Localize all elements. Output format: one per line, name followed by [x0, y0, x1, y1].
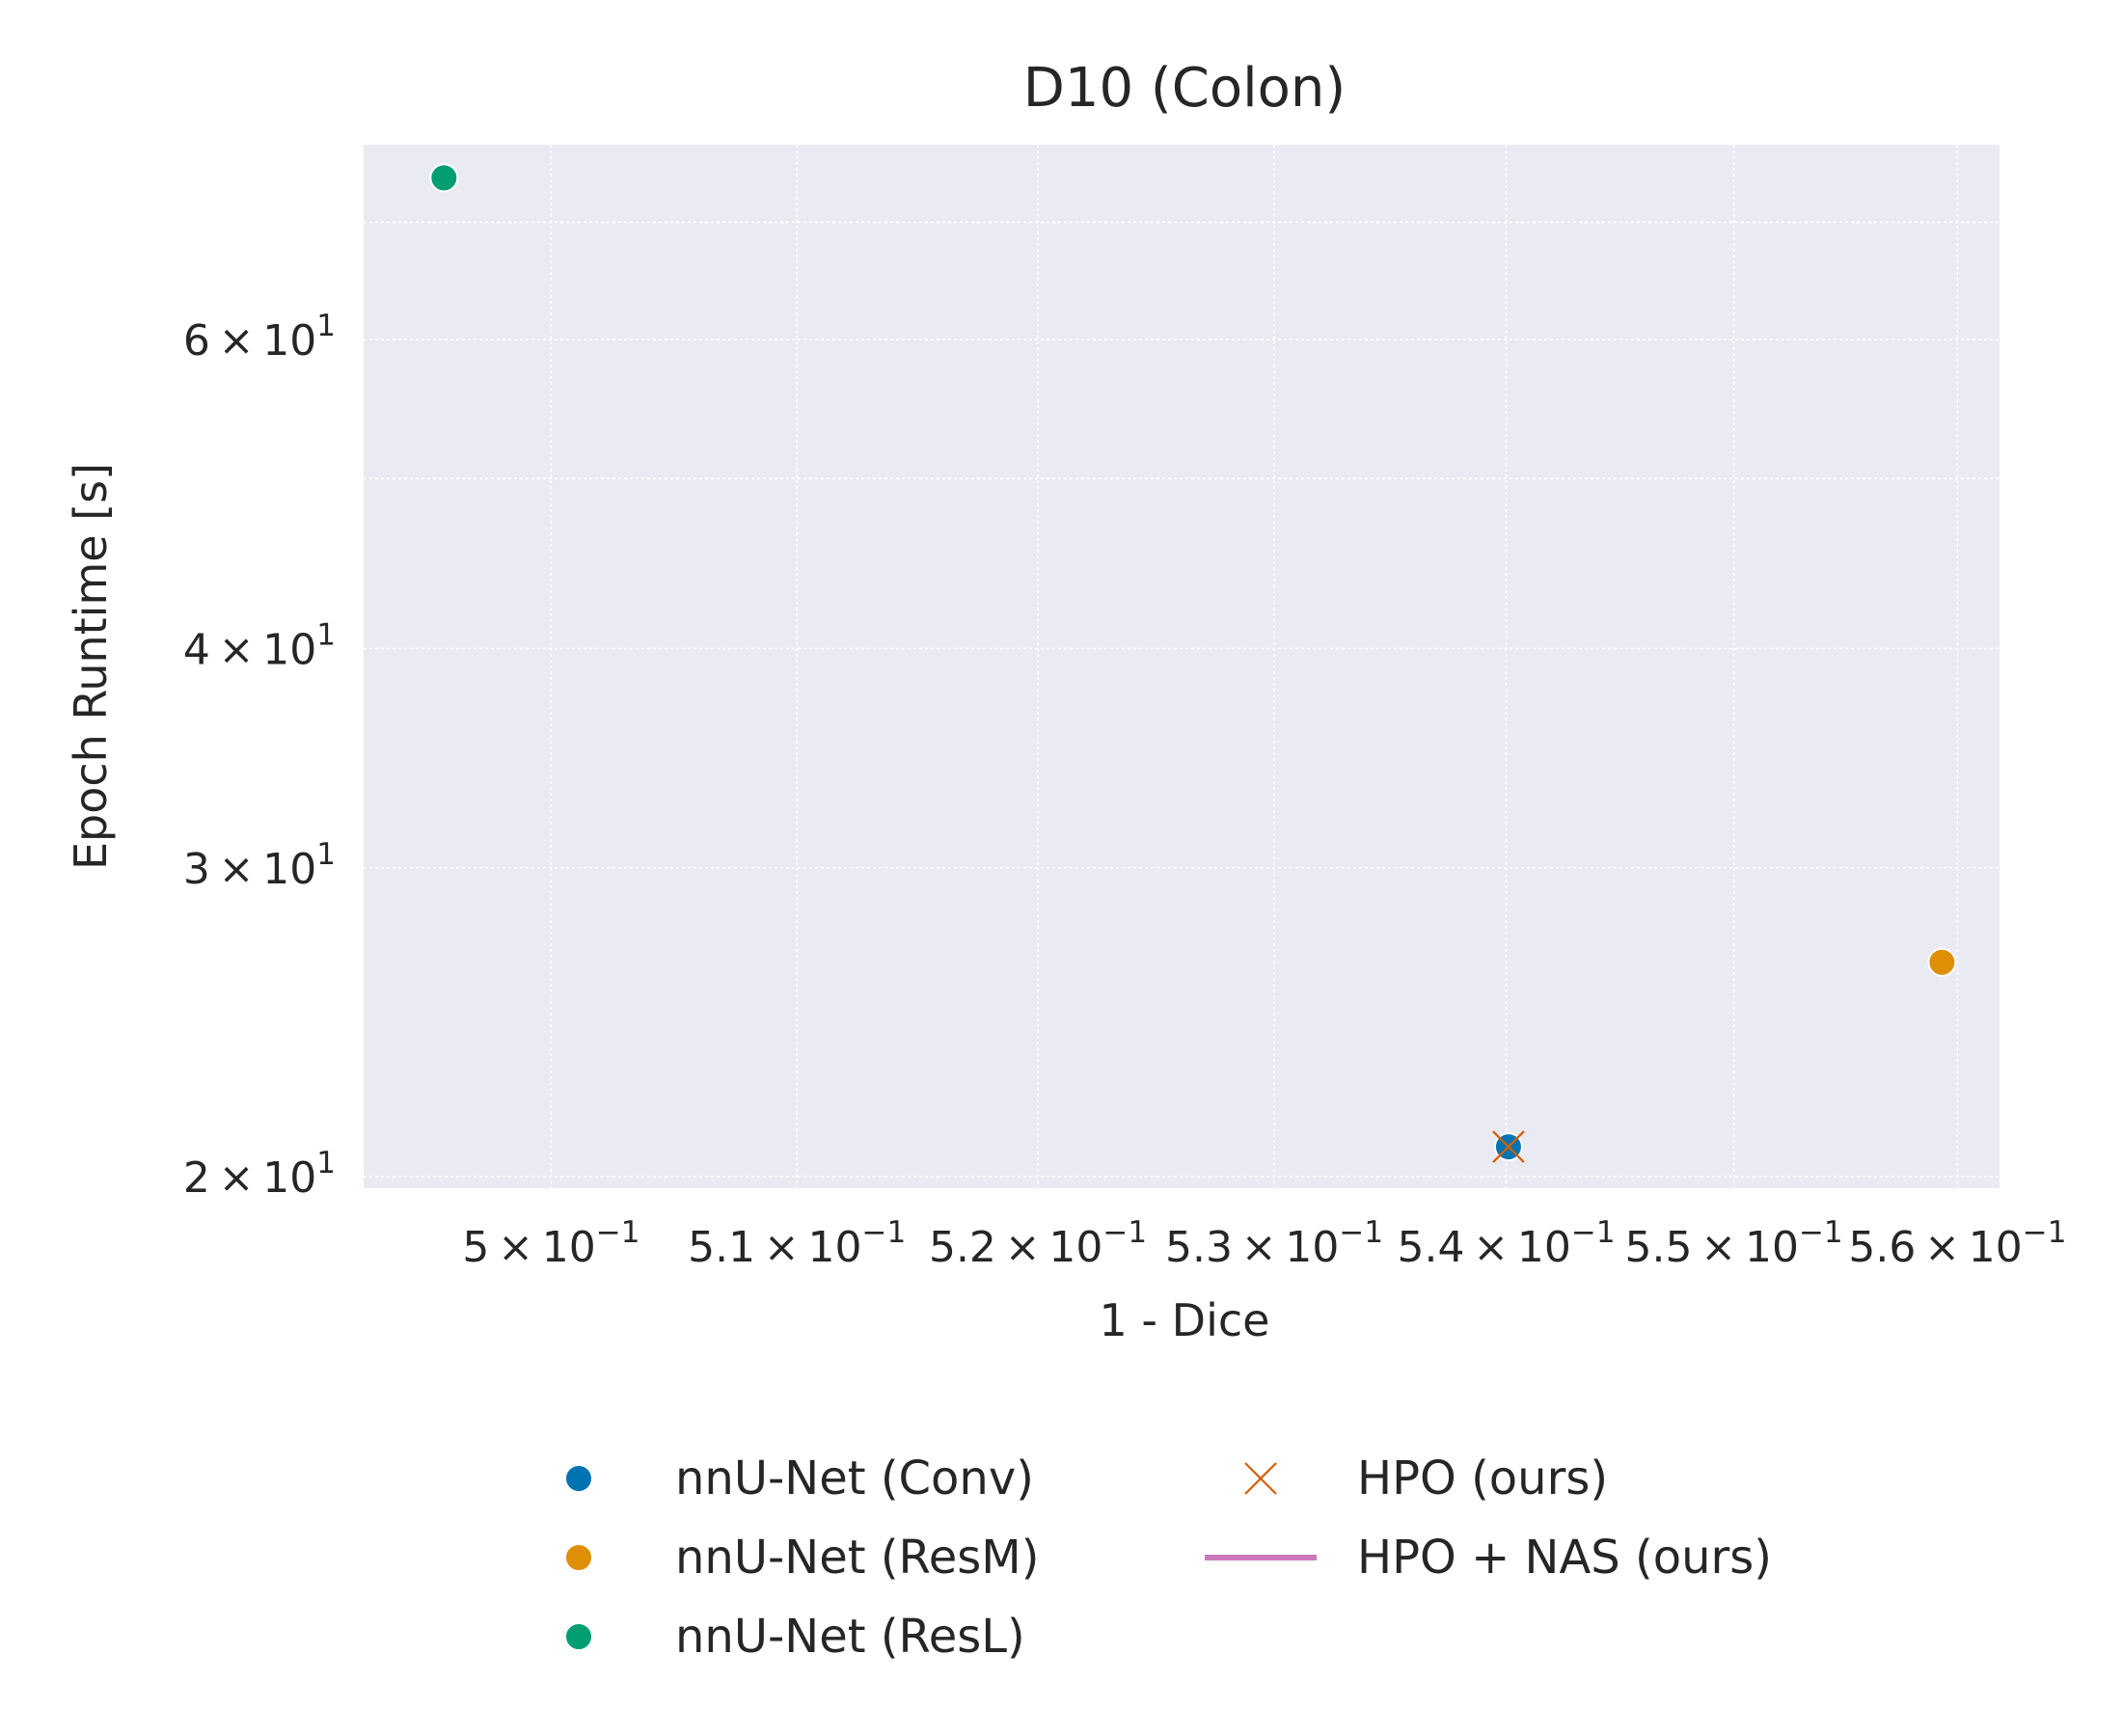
legend-label: nnU-Net (Conv) [675, 1451, 1034, 1505]
chart-title: D10 (Colon) [1023, 57, 1347, 120]
data-point [429, 163, 459, 193]
x-tick-label: 5 × 10−1 [462, 1215, 639, 1272]
legend-item: nnU-Net (ResL) [564, 1610, 1025, 1664]
legend: nnU-Net (Conv) nnU-Net (ResM) nnU-Net (Res… [564, 1451, 1772, 1664]
legend-label: HPO (ours) [1357, 1451, 1608, 1505]
x-tick-label: 5.4 × 10−1 [1397, 1215, 1615, 1272]
y-tick-label: 6 × 101 [183, 309, 336, 366]
legend-marker [564, 1622, 593, 1651]
y-tick-label: 3 × 101 [183, 837, 336, 894]
x-tick-label: 5.6 × 10−1 [1848, 1215, 2066, 1272]
x-axis-label: 1 - Dice [1100, 1294, 1270, 1346]
x-tick-label: 5.1 × 10−1 [688, 1215, 906, 1272]
legend-label: nnU-Net (ResL) [675, 1610, 1025, 1664]
grid [364, 145, 2000, 1188]
legend-item: HPO + NAS (ours) [1205, 1531, 1772, 1585]
x-tick-label: 5.2 × 10−1 [929, 1215, 1147, 1272]
legend-item: HPO (ours) [1244, 1451, 1608, 1505]
data-marks [429, 163, 1957, 1163]
plot-area [364, 145, 2000, 1188]
legend-marker [1244, 1462, 1277, 1495]
legend-label: nnU-Net (ResM) [675, 1531, 1039, 1585]
legend-marker [564, 1464, 593, 1493]
data-point [1492, 1130, 1525, 1163]
y-tick-labels: 2 × 101 3 × 101 4 × 101 6 × 101 [183, 309, 336, 1203]
x-tick-labels: 5 × 10−1 5.1 × 10−1 5.2 × 10−1 5.3 × 10−1 5.… [462, 1215, 2066, 1272]
x-tick-label: 5.3 × 10−1 [1165, 1215, 1383, 1272]
data-point [1927, 947, 1957, 977]
legend-marker [564, 1543, 593, 1572]
legend-label: HPO + NAS (ours) [1357, 1531, 1772, 1585]
x-tick-label: 5.5 × 10−1 [1625, 1215, 1843, 1272]
legend-item: nnU-Net (Conv) [564, 1451, 1034, 1505]
legend-item: nnU-Net (ResM) [564, 1531, 1039, 1585]
y-tick-label: 4 × 101 [183, 617, 336, 674]
y-tick-label: 2 × 101 [183, 1146, 336, 1203]
y-axis-label: Epoch Runtime [s] [65, 463, 117, 870]
